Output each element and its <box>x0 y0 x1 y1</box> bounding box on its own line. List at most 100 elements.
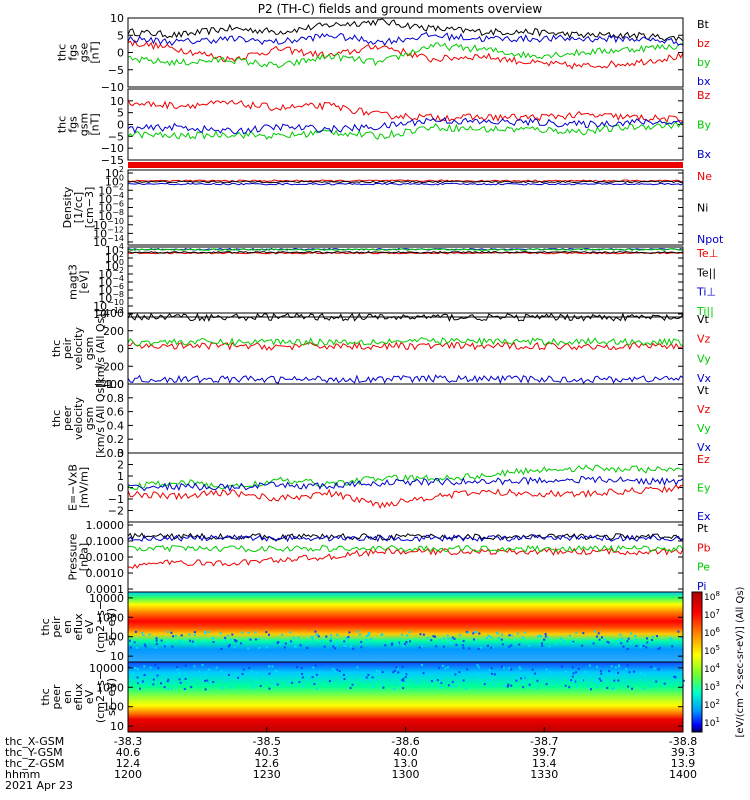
heatmap-speckle <box>276 642 279 645</box>
series-Bz <box>127 99 684 124</box>
heatmap-speckle <box>536 686 539 689</box>
heatmap-speckle <box>488 668 491 671</box>
heatmap-speckle <box>176 668 179 671</box>
ytick-label: 10−2 <box>98 266 124 281</box>
heatmap-speckle <box>461 644 464 647</box>
heatmap-speckle <box>608 670 611 673</box>
heatmap-speckle <box>568 686 571 689</box>
heatmap-speckle <box>392 671 395 674</box>
heatmap-speckle <box>680 671 683 674</box>
heatmap-speckle <box>472 638 475 641</box>
heatmap-speckle <box>391 642 394 645</box>
heatmap-speckle <box>541 644 544 647</box>
heatmap-speckle <box>174 634 177 637</box>
heatmap-speckle <box>645 646 648 649</box>
heatmap-speckle <box>349 686 352 689</box>
xrow-value: 13.4 <box>532 757 557 770</box>
ytick-label: 10−14 <box>93 234 124 249</box>
heatmap-speckle <box>401 679 404 682</box>
heatmap-speckle <box>618 639 621 642</box>
heatmap-speckle <box>179 681 182 684</box>
heatmap-speckle <box>442 645 445 648</box>
heatmap-speckle <box>393 669 396 672</box>
heatmap-speckle <box>642 688 645 691</box>
heatmap-speckle <box>606 686 609 689</box>
heatmap-speckle <box>331 641 334 644</box>
heatmap-speckle <box>259 684 262 687</box>
heatmap-speckle <box>230 686 233 689</box>
heatmap-speckle <box>519 667 522 670</box>
heatmap-speckle <box>588 664 591 667</box>
ylabel: [cm−3] <box>83 187 96 229</box>
colorbar-tick: 106 <box>704 626 720 639</box>
heatmap-speckle <box>163 645 166 648</box>
heatmap-speckle <box>248 637 251 640</box>
heatmap-speckle <box>419 633 422 636</box>
heatmap-speckle <box>510 644 513 647</box>
heatmap-speckle <box>564 684 567 687</box>
ylabel: gse <box>78 43 91 63</box>
heatmap-speckle <box>334 669 337 672</box>
heatmap-speckle <box>560 665 563 668</box>
heatmap-speckle <box>403 673 406 676</box>
heatmap-speckle <box>639 672 642 675</box>
colorbar-label: [eV/(cm^2-sec-sr-eV)] (All Qs) <box>735 586 746 737</box>
heatmap-speckle <box>352 647 355 650</box>
heatmap-speckle <box>409 640 412 643</box>
heatmap-speckle <box>439 686 442 689</box>
ytick-label: 400 <box>103 307 124 320</box>
heatmap-speckle <box>600 636 603 639</box>
heatmap-speckle <box>224 636 227 639</box>
heatmap-speckle <box>274 683 277 686</box>
heatmap-speckle <box>128 639 131 642</box>
ylabel: eV <box>83 689 96 704</box>
heatmap-speckle <box>395 683 398 686</box>
series-Ez <box>127 484 684 510</box>
heatmap-speckle <box>332 645 335 648</box>
heatmap-speckle <box>131 672 134 675</box>
heatmap-speckle <box>291 641 294 644</box>
ylabel: fgs <box>67 116 80 133</box>
xrow-value: 12.4 <box>116 757 141 770</box>
heatmap-speckle <box>312 666 315 669</box>
heatmap-speckle <box>510 668 513 671</box>
heatmap-speckle <box>472 631 475 634</box>
heatmap-speckle <box>593 679 596 682</box>
heatmap-speckle <box>390 643 393 646</box>
heatmap-speckle <box>224 639 227 642</box>
heatmap-speckle <box>393 688 396 691</box>
heatmap-speckle <box>381 671 384 674</box>
heatmap-speckle <box>596 665 599 668</box>
heatmap-speckle <box>673 675 676 678</box>
heatmap-speckle <box>160 639 163 642</box>
heatmap-speckle <box>356 630 359 633</box>
series-By <box>127 120 684 140</box>
heatmap-speckle <box>657 668 660 671</box>
heatmap-speckle <box>635 645 638 648</box>
heatmap-speckle <box>268 633 271 636</box>
ylabel: magt3 <box>67 264 80 300</box>
heatmap-speckle <box>432 635 435 638</box>
heatmap-speckle <box>249 638 252 641</box>
heatmap-speckle <box>204 688 207 691</box>
legend-Te||: Te|| <box>696 266 716 279</box>
heatmap-speckle <box>330 634 333 637</box>
heatmap-speckle <box>396 667 399 670</box>
heatmap-speckle <box>338 670 341 673</box>
ytick-label: 100 <box>103 701 124 714</box>
heatmap-speckle <box>418 646 421 649</box>
ytick-label: 0.4 <box>107 419 125 432</box>
heatmap-speckle <box>655 635 658 638</box>
heatmap-speckle <box>406 634 409 637</box>
heatmap-speckle <box>306 674 309 677</box>
heatmap-speckle <box>231 633 234 636</box>
heatmap-speckle <box>450 637 453 640</box>
heatmap-speckle <box>208 668 211 671</box>
heatmap-speckle <box>572 642 575 645</box>
xrow-value: 1400 <box>669 768 697 781</box>
heatmap-speckle <box>401 665 404 668</box>
heatmap-speckle <box>517 677 520 680</box>
ytick-label: 10−4 <box>98 191 124 206</box>
heatmap-speckle <box>587 640 590 643</box>
